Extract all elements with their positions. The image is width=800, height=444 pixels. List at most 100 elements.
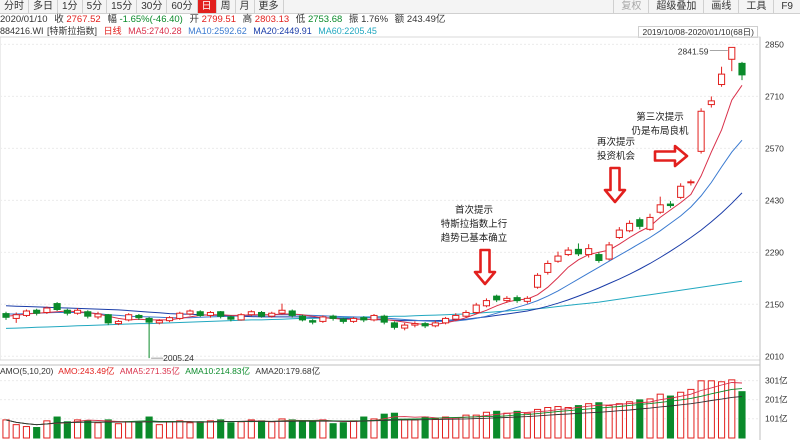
candle [145,316,153,359]
candle [329,314,337,321]
toolbar-button-2[interactable]: 画线 [703,0,738,13]
toolbar-button-3[interactable]: 工具 [738,0,773,13]
candle [728,46,736,72]
amo20-value: AMA20:179.68亿 [255,366,321,376]
amo-bar [268,421,276,439]
candle-body [2,313,10,318]
amo-bar [574,405,583,439]
candle [707,96,715,108]
index-code: 884216.WI [0,26,44,36]
low-value: 2753.68 [307,14,343,25]
amo-bar [625,401,634,439]
amo-axis: 301亿 201亿 101亿 [765,376,788,424]
candle-body [176,312,184,319]
amo-bar [666,395,675,439]
amo-bar [482,411,491,439]
amo-bar [717,381,726,439]
amo-bar [2,419,10,439]
amo-ma20-line [5,396,743,426]
amo-bar-series [2,379,746,439]
toolbar-button-0[interactable]: 复权 [613,0,648,13]
period-tab-6[interactable]: 60分 [167,0,198,13]
candle [472,302,480,314]
period-tab-0[interactable]: 分时 [0,0,29,13]
candle-body [298,315,307,321]
period-tab-10[interactable]: 更多 [255,0,284,13]
amo-bar [513,410,521,439]
high-value-label: 2841.59 [678,46,709,56]
candle-body [278,309,286,314]
candle [646,213,654,231]
period-tab-7[interactable]: 日 [197,0,217,13]
period-tab-2[interactable]: 1分 [58,0,83,13]
candle [595,252,603,263]
amo-bar [298,420,307,439]
amo-bar [431,418,439,439]
candle-body [165,317,174,322]
amo-bar [135,422,143,439]
candle [247,310,255,317]
candle [441,316,450,325]
quote-summary: 2020/01/10 收 2767.52 幅 -1.65%(-46.40) 开 … [0,14,800,26]
candle [564,247,572,257]
period-tab-4[interactable]: 15分 [107,0,138,13]
price-tick-label: 2010 [765,351,784,361]
candle-body [155,320,163,324]
amo-bar [452,417,460,439]
candle [125,313,133,322]
period-tab-9[interactable]: 月 [236,0,255,13]
amo-bar [196,421,204,439]
candle-body [349,317,358,322]
amo-title: AMO(5,10,20) [0,366,54,376]
period-tab-1[interactable]: 多日 [29,0,58,13]
amo-bar [155,424,163,439]
quote-date: 2020/01/10 [0,14,48,25]
amo-bar [646,398,654,439]
candle-body [656,204,664,213]
candle [431,320,439,328]
candle-body [94,313,102,318]
candle [615,227,623,239]
candle-body [707,100,715,106]
candle-body [585,248,593,256]
period-tab-8[interactable]: 周 [217,0,236,13]
candle-body [135,314,143,319]
amo-bar [380,413,388,439]
open-label: 开 [189,14,200,25]
candle [135,313,143,320]
period-tab-3[interactable]: 5分 [83,0,108,13]
index-name: [特斯拉指数] [47,26,98,36]
candle [482,298,491,308]
amo-bar [53,416,61,439]
amo-tick-label: 201亿 [765,395,788,405]
candle-body [257,311,266,317]
candle-body [217,311,225,317]
amo-bar [533,408,542,439]
amo-legend: AMO(5,10,20) AMO:243.49亿 AMA5:271.35亿 AM… [0,366,760,377]
amo-bar [554,406,562,439]
candle-body [421,323,429,327]
toolbar-button-4[interactable]: F9 [773,0,800,13]
toolbar-button-1[interactable]: 超级叠加 [648,0,703,13]
period-tab-5[interactable]: 30分 [137,0,168,13]
amo-bar [278,418,286,439]
note1-line: 趋势已基本确立 [441,232,508,244]
ma60-value: MA60:2205.45 [318,26,377,36]
candle-body [728,46,736,60]
candle [288,309,296,318]
candle-body [288,310,296,316]
candle [421,322,429,329]
moving-average-lines [5,85,743,329]
amo-bar [94,422,102,439]
amo-bar [288,419,296,439]
note2-line: 投资机会 [597,150,636,162]
candle [656,196,664,214]
price-tick-label: 2150 [765,299,784,309]
amo5-value: AMA5:271.35亿 [119,366,180,376]
candle [298,314,307,322]
candle-body [43,307,51,313]
candle [554,251,562,263]
candle-body [574,248,583,255]
low-label: 低 [295,14,306,25]
